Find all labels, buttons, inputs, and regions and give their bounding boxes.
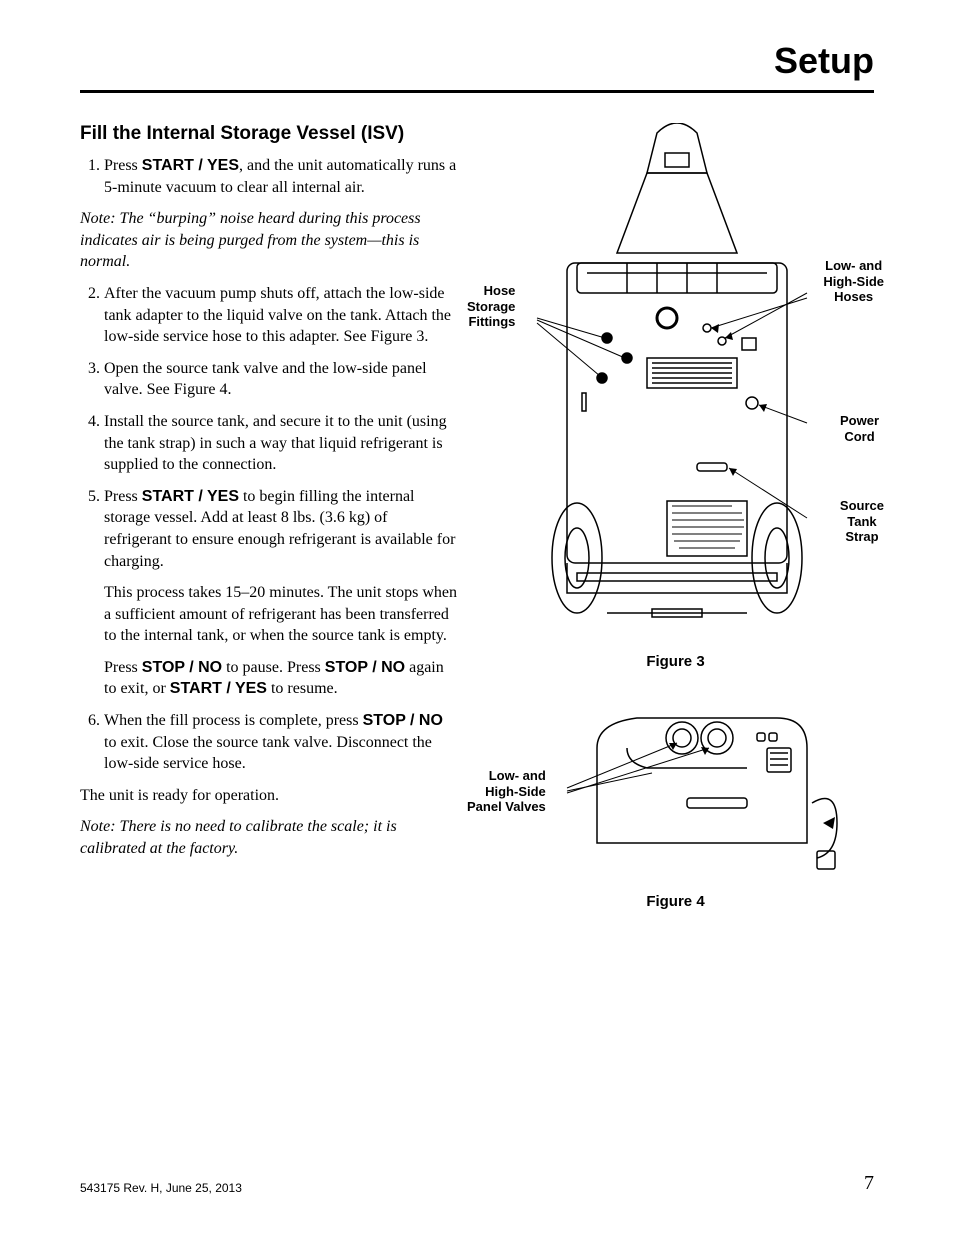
step-1: Press START / YES, and the unit automati… bbox=[104, 155, 457, 198]
step5-pre: Press bbox=[104, 488, 142, 505]
right-column: HoseStorageFittings Low- andHigh-SideHos… bbox=[477, 123, 874, 913]
page-title: Setup bbox=[80, 40, 874, 82]
note-1: Note: The “burping” noise heard during t… bbox=[80, 208, 457, 273]
step-4: Install the source tank, and secure it t… bbox=[104, 411, 457, 476]
step6-post: to exit. Close the source tank valve. Di… bbox=[104, 734, 432, 773]
callout-power-cord: PowerCord bbox=[840, 413, 879, 444]
step-6: When the fill process is complete, press… bbox=[104, 710, 457, 775]
callout-source-tank-strap: SourceTankStrap bbox=[840, 498, 884, 545]
step5-para3: Press STOP / NO to pause. Press STOP / N… bbox=[104, 657, 457, 700]
step-5: Press START / YES to begin filling the i… bbox=[104, 486, 457, 700]
callout-low-high-hoses: Low- andHigh-SideHoses bbox=[823, 258, 884, 305]
figure-4-area: Low- andHigh-SidePanel Valves bbox=[477, 693, 874, 913]
step1-bold: START / YES bbox=[142, 157, 239, 174]
note-2: Note: There is no need to calibrate the … bbox=[80, 816, 457, 859]
step6-bold: STOP / NO bbox=[363, 712, 443, 729]
figure-4-caption: Figure 4 bbox=[477, 893, 874, 910]
step-3: Open the source tank valve and the low-s… bbox=[104, 358, 457, 401]
step5-para2: This process takes 15–20 minutes. The un… bbox=[104, 582, 457, 647]
header-rule bbox=[80, 90, 874, 93]
step5-p3a: Press bbox=[104, 659, 142, 676]
callout-hose-storage: HoseStorageFittings bbox=[467, 283, 515, 330]
step-2: After the vacuum pump shuts off, attach … bbox=[104, 283, 457, 348]
page-footer: 543175 Rev. H, June 25, 2013 7 bbox=[80, 1172, 874, 1195]
figure-3-drawing bbox=[477, 123, 877, 643]
section-heading: Fill the Internal Storage Vessel (ISV) bbox=[80, 123, 457, 145]
content-columns: Fill the Internal Storage Vessel (ISV) P… bbox=[80, 123, 874, 913]
step5-p3d: STOP / NO bbox=[325, 659, 405, 676]
page: Setup Fill the Internal Storage Vessel (… bbox=[0, 0, 954, 1235]
step5-p3g: to resume. bbox=[267, 680, 338, 697]
steps-list-b: After the vacuum pump shuts off, attach … bbox=[80, 283, 457, 775]
figure-3-area: HoseStorageFittings Low- andHigh-SideHos… bbox=[477, 123, 874, 663]
ready-text: The unit is ready for operation. bbox=[80, 785, 457, 807]
step5-bold: START / YES bbox=[142, 488, 239, 505]
step5-p3b: STOP / NO bbox=[142, 659, 222, 676]
footer-left-text: 543175 Rev. H, June 25, 2013 bbox=[80, 1181, 242, 1195]
steps-list-a: Press START / YES, and the unit automati… bbox=[80, 155, 457, 198]
step5-p3f: START / YES bbox=[170, 680, 267, 697]
step5-p3c: to pause. Press bbox=[222, 659, 325, 676]
footer-page-number: 7 bbox=[864, 1172, 874, 1195]
callout-panel-valves: Low- andHigh-SidePanel Valves bbox=[467, 768, 546, 815]
left-column: Fill the Internal Storage Vessel (ISV) P… bbox=[80, 123, 457, 913]
step1-pre: Press bbox=[104, 157, 142, 174]
step6-pre: When the fill process is complete, press bbox=[104, 712, 363, 729]
figure-3-caption: Figure 3 bbox=[477, 653, 874, 670]
